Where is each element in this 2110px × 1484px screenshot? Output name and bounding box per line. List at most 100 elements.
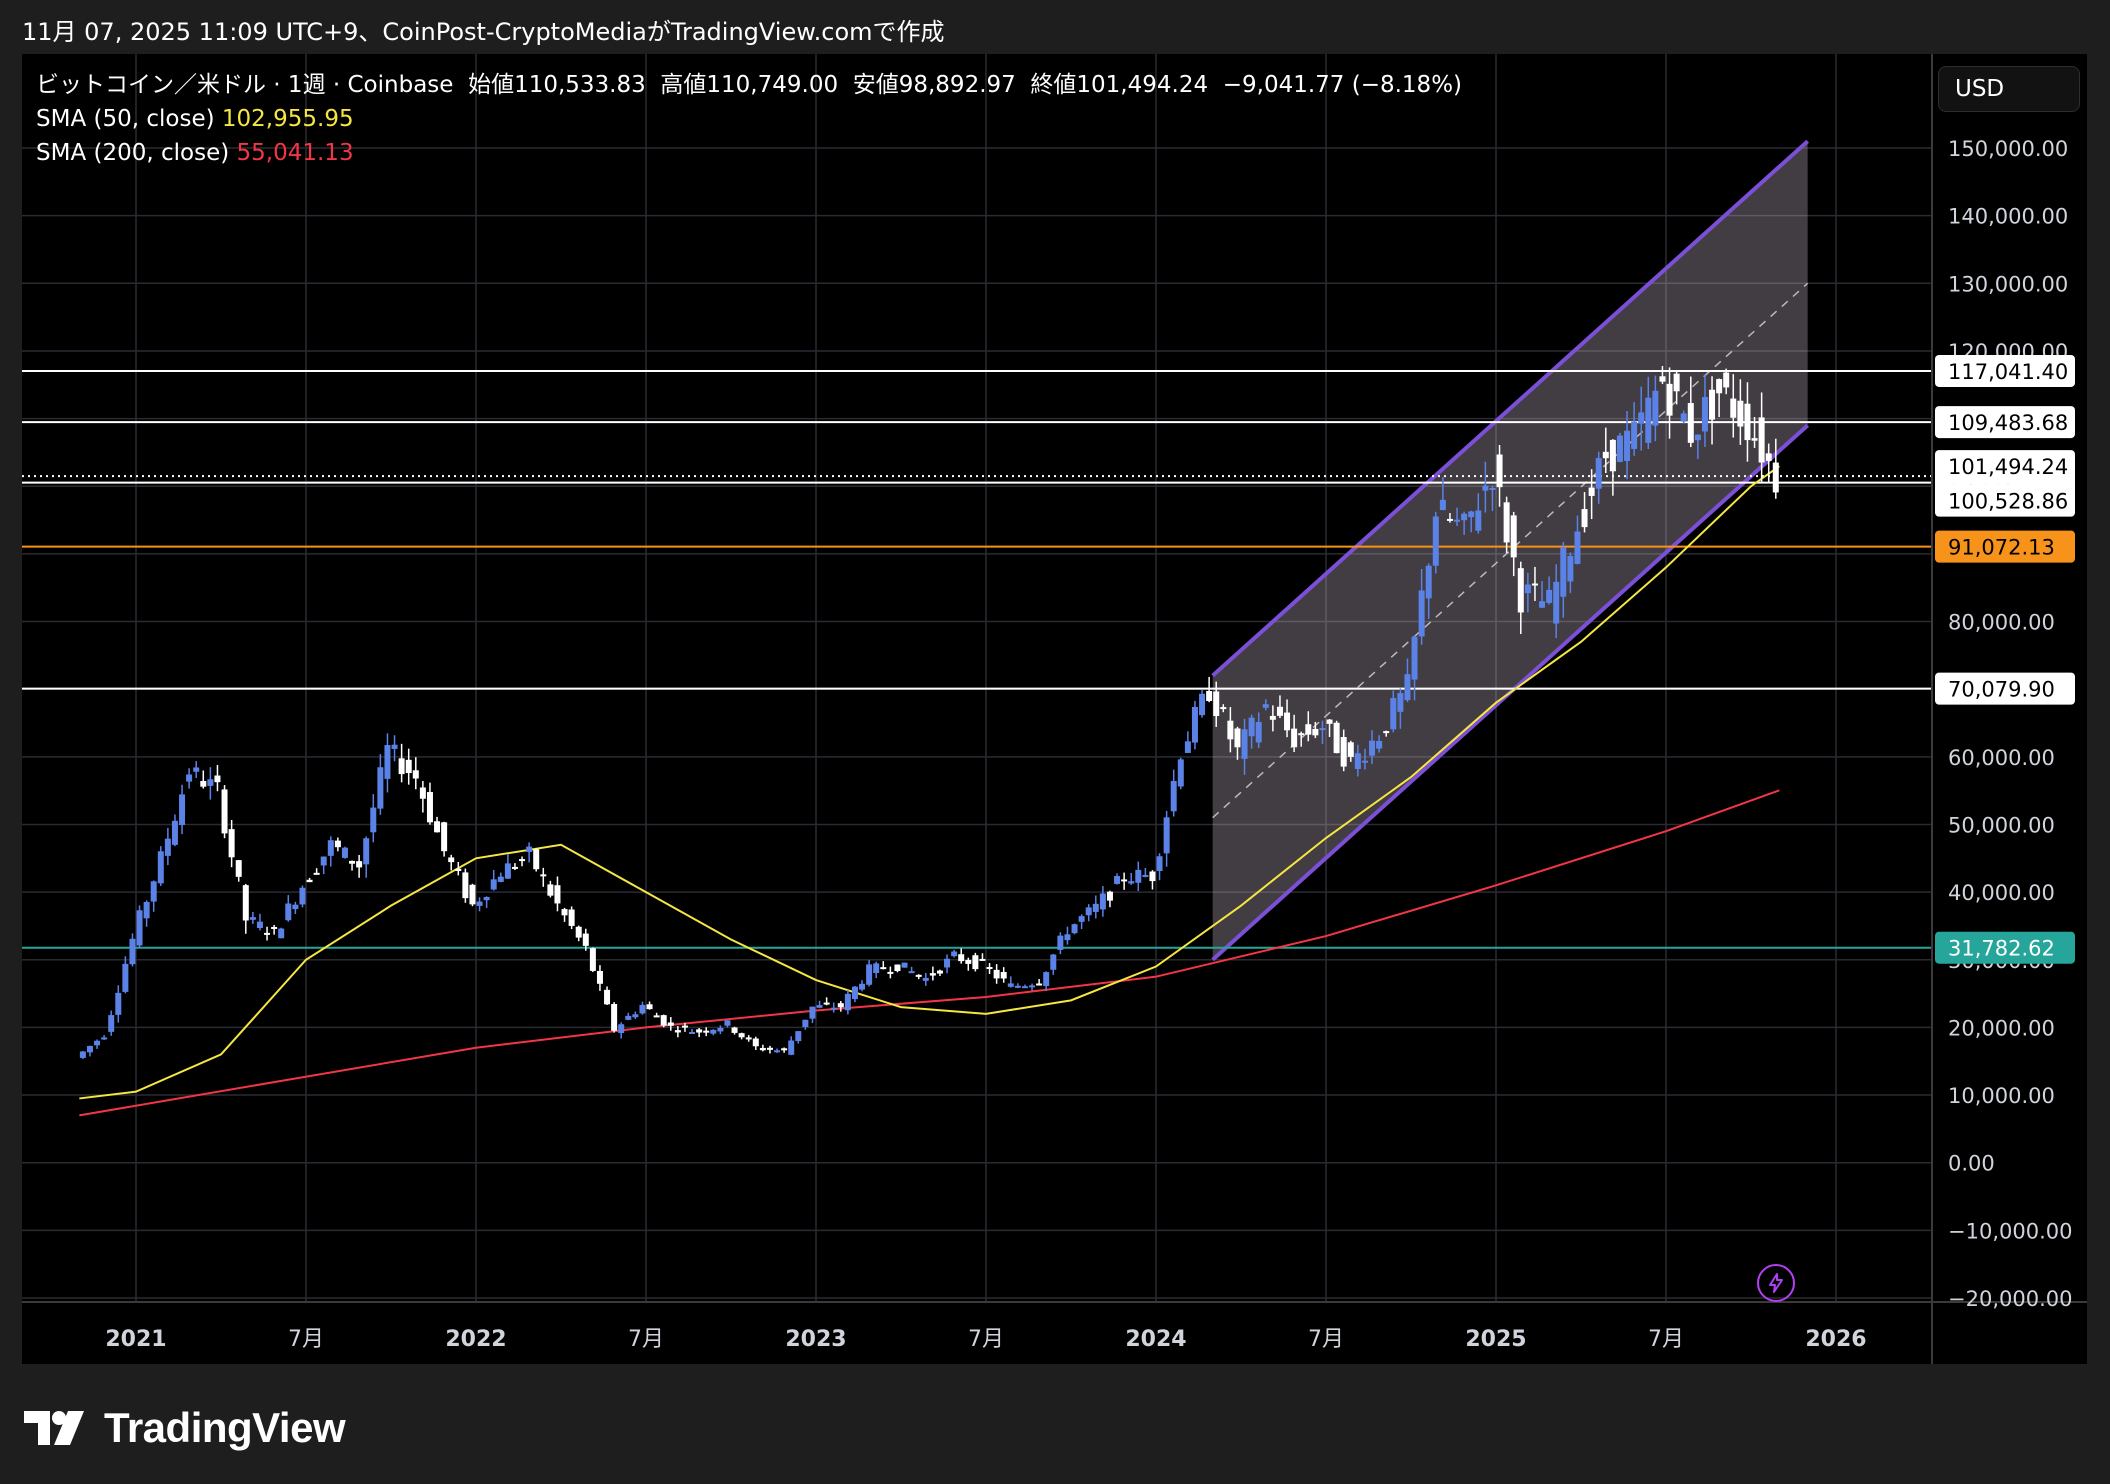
candle-body [851,986,858,1000]
candle-body [660,1015,667,1026]
candle-body [526,846,533,852]
candle-body [490,879,497,890]
candle-body [1567,555,1574,582]
candle-body [611,1004,618,1031]
candle-body [1418,590,1425,637]
candle-body [1701,397,1708,432]
candle-body [1524,584,1531,594]
candle-body [929,973,936,976]
candle-body [497,876,504,882]
candle-body [384,745,391,779]
candle-body [405,759,412,774]
candle-body [681,1025,688,1028]
candle-body [341,847,348,858]
candle-body [689,1031,696,1034]
lightning-icon[interactable] [1757,1264,1795,1302]
candle-body [143,901,150,919]
candle-body [1114,876,1121,884]
candle-body [186,774,193,782]
candle-body [1468,511,1475,518]
candle-body [859,983,866,990]
candle-body [759,1047,766,1051]
candle-body [1071,924,1078,934]
sma50-value: 102,955.95 [221,106,354,132]
candle-body [1716,379,1723,394]
candle-body [958,954,965,962]
x-tick-label: 2025 [1465,1327,1526,1352]
candle-body [1340,737,1347,767]
candle-body [1461,513,1468,521]
candle-body [377,767,384,809]
candle-body [1319,728,1326,731]
candle-body [299,887,306,905]
candle-body [1135,869,1142,883]
y-tick-label: 80,000.00 [1948,611,2055,635]
candle-body [1602,451,1609,459]
candle-body [618,1024,625,1034]
x-tick-label: 7月 [628,1327,664,1352]
sma200-value: 55,041.13 [236,140,354,166]
candle-body [1383,731,1390,734]
candle-body [483,896,490,901]
candle-body [1347,742,1354,757]
candle-body [1078,916,1085,922]
candle-body [136,910,143,946]
x-tick-label: 2024 [1125,1327,1186,1352]
y-tick-label: 150,000.00 [1948,137,2068,161]
candle-body [575,926,582,938]
candle-body [873,963,880,973]
legend-symbol-row[interactable]: ビットコイン／米ドル · 1週 · Coinbase 始値110,533.83 … [36,68,1462,102]
candle-body [292,904,299,910]
chart-area[interactable]: 150,000.00 140,000.00 130,000.00 120,000.00… [22,54,2087,1364]
candle-body [1723,372,1730,388]
candle-body [1482,485,1489,491]
high-label: 高値 [660,72,707,98]
candle-body [766,1047,773,1050]
low-value: 98,892.97 [898,72,1016,98]
price-chart[interactable]: 150,000.00140,000.00130,000.00120,000.00… [22,54,2087,1364]
candle-body [370,807,377,833]
y-tick-label: 140,000.00 [1948,205,2068,229]
candle-body [1284,712,1291,731]
candle-body [1234,728,1241,748]
candle-body [1106,891,1113,901]
legend-sma200-row[interactable]: SMA (200, close) 55,041.13 [36,136,1462,170]
x-tick-label: 7月 [968,1327,1004,1352]
candle-body [1439,499,1446,511]
legend-sma50-row[interactable]: SMA (50, close) 102,955.95 [36,102,1462,136]
candle-body [589,948,596,971]
channel-upper-line [1211,139,1810,678]
candle-body [504,863,511,879]
candle-body [802,1019,809,1028]
candle-body [1652,390,1659,426]
candle-body [150,881,157,902]
candle-body [448,857,455,863]
candle-body [1673,373,1680,392]
currency-button[interactable]: USD [1938,66,2080,112]
candle-body [1036,983,1043,986]
change-value: −9,041.77 (−8.18%) [1222,72,1463,98]
candle-body [1206,690,1213,702]
candle-body [1376,741,1383,749]
candle-body [674,1030,681,1033]
x-tick-label: 7月 [1648,1327,1684,1352]
candle-body [434,821,441,833]
candle-body [561,909,568,916]
y-tick-label: 60,000.00 [1948,746,2055,770]
candle-body [1213,691,1220,717]
candle-body [1241,729,1248,759]
candle-body [1142,874,1149,877]
candle-body [604,989,611,1005]
tradingview-logo[interactable]: TradingView [24,1398,346,1458]
candle-body [1099,893,1106,910]
candle-body [1170,780,1177,812]
candle-body [1772,462,1779,493]
candle-body [1595,458,1602,489]
candle-body [936,970,943,974]
candle-body [965,959,972,964]
candle-body [419,787,426,799]
candle-body [1092,903,1099,912]
candle-body [823,1002,830,1005]
candle-body [1666,383,1673,416]
candle-body [1333,722,1340,754]
